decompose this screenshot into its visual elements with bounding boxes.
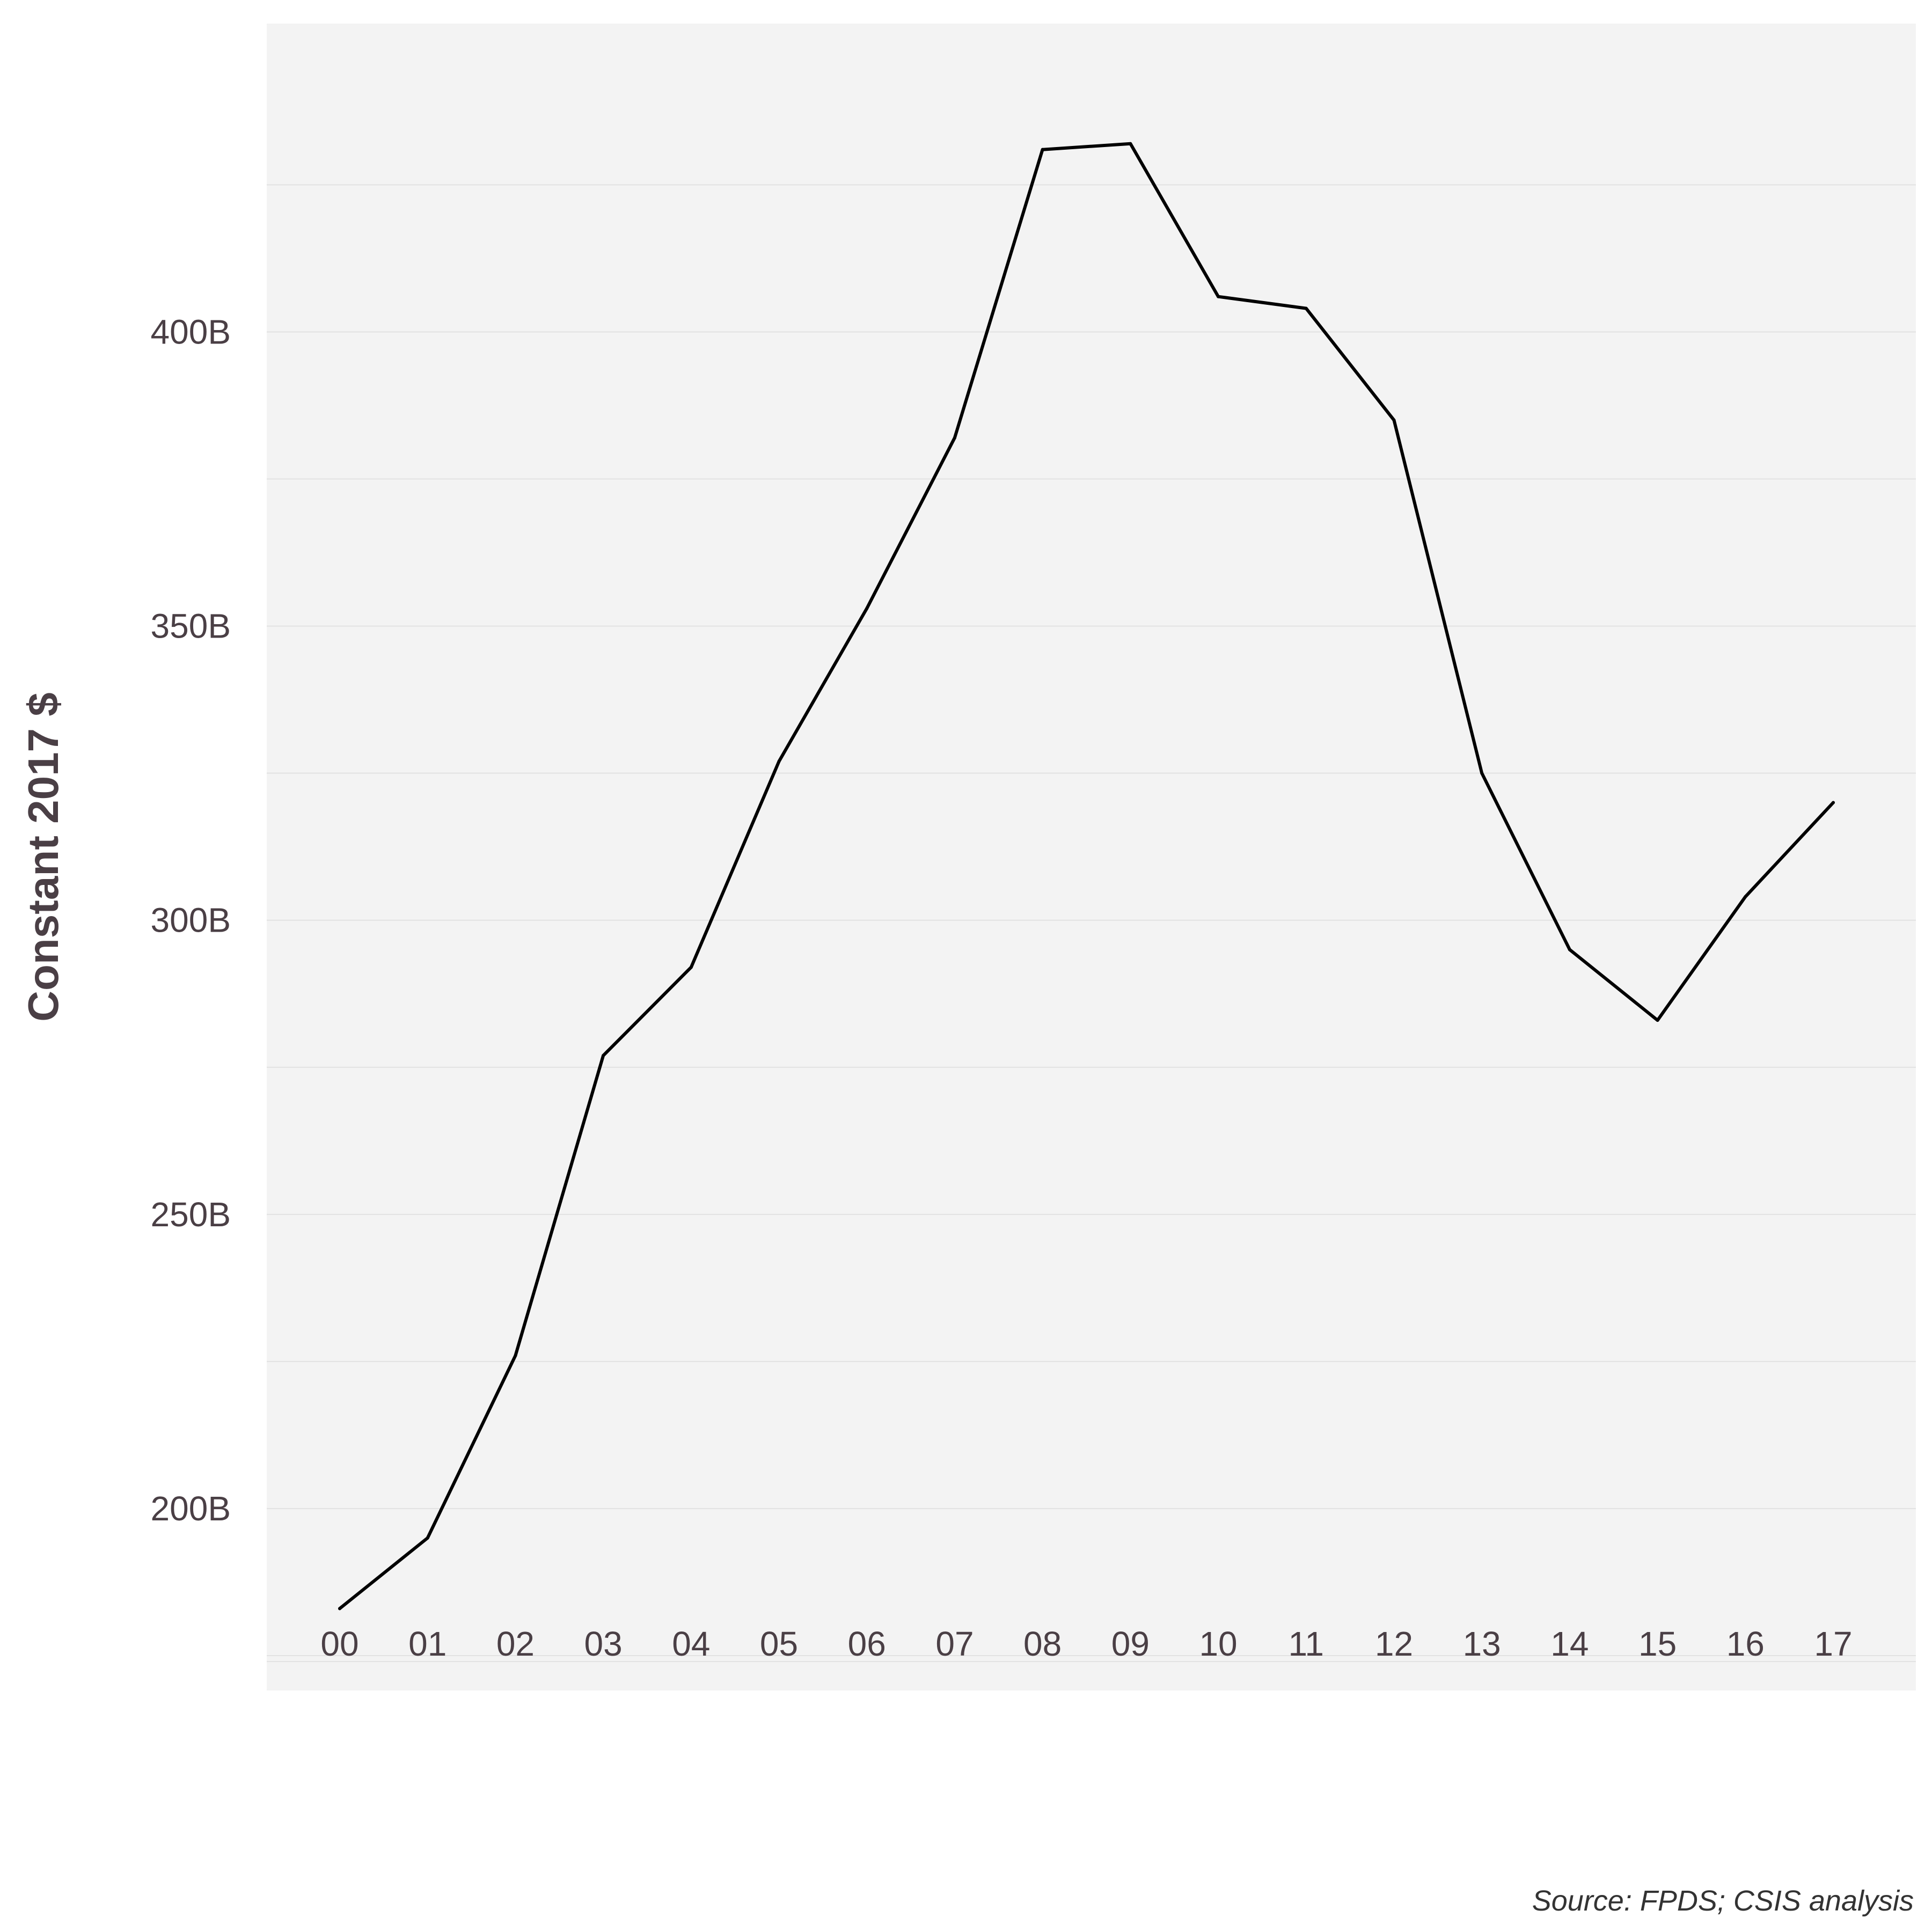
x-tick-label: 10 <box>1199 1624 1237 1663</box>
grid-lines <box>267 184 1916 1662</box>
y-tick-label: 350B <box>151 607 231 646</box>
data-point <box>1832 801 1835 804</box>
data-point <box>338 1607 341 1611</box>
x-tick-label: 15 <box>1638 1624 1677 1663</box>
series-layer <box>338 142 1835 1611</box>
y-axis-title: Constant 2017 $ <box>19 692 67 1022</box>
data-point <box>1656 1019 1659 1022</box>
data-point <box>514 1353 517 1357</box>
series-line <box>338 142 1835 1611</box>
y-tick-label: 200B <box>151 1489 231 1528</box>
y-tick-label: 400B <box>151 312 231 351</box>
x-tick-label: 13 <box>1463 1624 1501 1663</box>
x-tick-label: 07 <box>935 1624 974 1663</box>
plot-panel <box>267 24 1916 1690</box>
x-tick-label: 17 <box>1814 1624 1852 1663</box>
data-point <box>1744 895 1747 898</box>
x-tick-label: 02 <box>496 1624 535 1663</box>
data-point <box>777 759 781 763</box>
x-tick-label: 16 <box>1726 1624 1765 1663</box>
data-point <box>1304 306 1308 310</box>
data-point <box>426 1536 429 1540</box>
data-point <box>865 606 869 610</box>
x-tick-label: 08 <box>1023 1624 1062 1663</box>
x-tick-label: 14 <box>1550 1624 1589 1663</box>
data-point <box>1568 948 1571 952</box>
x-tick-label: 12 <box>1375 1624 1413 1663</box>
y-axis-tick-labels: 200B 250B 300B 350B 400B <box>151 312 231 1527</box>
source-caption: Source: FPDS; CSIS analysis <box>1532 1885 1914 1917</box>
data-point <box>602 1053 605 1057</box>
data-point <box>953 436 956 440</box>
x-tick-label: 03 <box>584 1624 623 1663</box>
data-point <box>1217 295 1220 298</box>
x-tick-label: 00 <box>320 1624 358 1663</box>
data-point <box>1392 418 1396 422</box>
data-point <box>1480 771 1484 775</box>
x-tick-label: 04 <box>672 1624 710 1663</box>
data-point <box>1129 142 1132 145</box>
data-point <box>1041 148 1044 151</box>
x-axis-tick-labels: 00 01 02 03 04 05 06 07 08 09 10 11 12 13 14 15 16 17 <box>320 1624 1852 1663</box>
y-tick-label: 250B <box>151 1195 231 1234</box>
x-tick-label: 01 <box>408 1624 447 1663</box>
x-tick-label: 09 <box>1111 1624 1150 1663</box>
x-tick-label: 11 <box>1289 1624 1324 1663</box>
x-tick-label: 06 <box>848 1624 886 1663</box>
y-tick-label: 300B <box>151 901 231 940</box>
data-point <box>689 965 693 969</box>
x-tick-label: 05 <box>760 1624 798 1663</box>
